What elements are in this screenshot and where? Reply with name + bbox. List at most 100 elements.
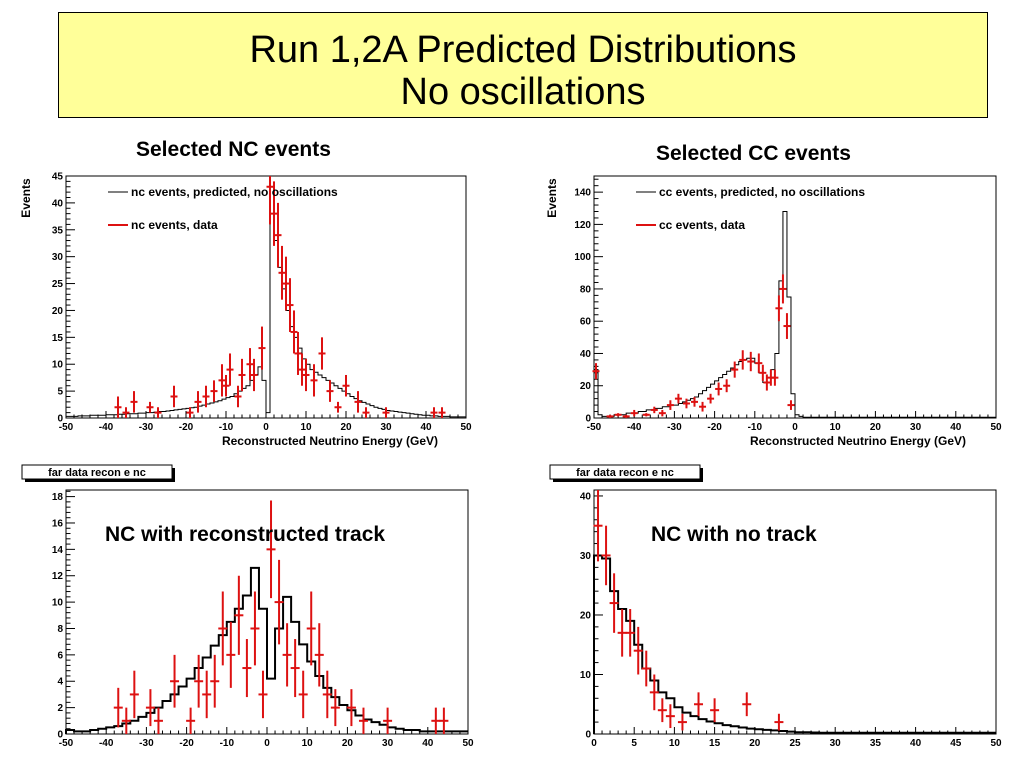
nc_track-xtick-label: 50	[462, 738, 474, 749]
nc-panel-title: Selected NC events	[136, 138, 331, 161]
cc-ylabel: Events	[545, 178, 559, 218]
nc_track-ytick-label: 4	[57, 677, 63, 688]
cc-xtick-label: -40	[627, 422, 642, 433]
nc-ytick-label: 15	[52, 333, 64, 344]
nc_track-ytick-label: 18	[52, 492, 64, 503]
nc_track-xtick-label: 10	[302, 738, 314, 749]
cc-legend-label: cc events, predicted, no oscillations	[659, 185, 865, 199]
nc-ytick-label: 30	[52, 252, 64, 263]
cc-ytick-label: 40	[580, 349, 592, 360]
nc_notrack-ytick-label: 10	[580, 670, 592, 681]
cc-xtick-label: -10	[748, 422, 763, 433]
nc-ytick-label: 20	[52, 306, 64, 317]
nc_track-prediction-histogram	[65, 566, 468, 734]
cc-xtick-label: 50	[990, 422, 1002, 433]
slide-title-line2: No oscillations	[400, 71, 646, 113]
nc_track-ytick-label: 10	[52, 598, 64, 609]
nc_track-xtick-label: -10	[220, 738, 235, 749]
nc-xtick-label: -50	[59, 422, 74, 433]
nc_notrack-plot: 0 5 10 15 20 25 30 35 40 45 50 0 10 20 30 40 far data re…	[549, 464, 1002, 749]
nc-ytick-label: 5	[57, 387, 63, 398]
cc-ytick-label: 80	[580, 284, 592, 295]
cc-xtick-label: 20	[870, 422, 882, 433]
nc-ytick-label: 35	[52, 225, 64, 236]
cc-xtick-label: 40	[950, 422, 962, 433]
nc-xtick-label: -40	[99, 422, 114, 433]
cc-xtick-label: -20	[707, 422, 722, 433]
cc-xtick-label: -50	[587, 422, 602, 433]
nc_track-plot: -50 -40 -30 -20 -10 0 10 20 30 40 50 0 2 4 6 8 10 12 14 16 1…	[21, 464, 474, 749]
cc-panel-title: Selected CC events	[656, 142, 851, 165]
nc_track-ytick-label: 2	[57, 703, 63, 714]
nc-xtick-label: 20	[340, 422, 352, 433]
cc-ytick-label: 100	[574, 252, 591, 263]
nc_notrack-tag-box	[549, 464, 701, 480]
nc-plot: -50 -40 -30 -20 -10 0 10 20 30 40 50 0 5 10 15 20 25 30 35…	[19, 172, 472, 449]
nc_track-xtick-label: 20	[342, 738, 354, 749]
nc-ytick-label: 25	[52, 279, 64, 290]
nc_notrack-xtick-label: 5	[631, 738, 637, 749]
nc_notrack-panel-title: NC with no track	[651, 523, 817, 546]
cc-ytick-label: 20	[580, 381, 592, 392]
nc-xtick-label: 30	[380, 422, 392, 433]
nc_notrack-xtick-label: 0	[591, 738, 597, 749]
nc_notrack-ytick-label: 40	[580, 491, 592, 502]
nc-ytick-label: 0	[57, 414, 63, 425]
nc-ytick-label: 40	[52, 198, 64, 209]
nc-legend-label: nc events, data	[131, 218, 218, 232]
title-banner: Run 1,2A Predicted Distributions No osci…	[58, 12, 988, 118]
cc-xtick-label: 10	[830, 422, 842, 433]
nc_track-panel-title: NC with reconstructed track	[105, 523, 385, 546]
cc-xlabel: Reconstructed Neutrino Energy (GeV)	[750, 434, 966, 448]
nc_track-xtick-label: -50	[59, 738, 74, 749]
nc_track-xtick-label: -40	[99, 738, 114, 749]
nc-xtick-label: 0	[263, 422, 269, 433]
nc_track-xtick-label: -30	[139, 738, 154, 749]
nc_notrack-xtick-label: 45	[950, 738, 962, 749]
nc_track-ytick-label: 6	[57, 650, 63, 661]
cc-xtick-label: 0	[792, 422, 798, 433]
nc_track-ytick-label: 12	[52, 571, 64, 582]
nc_notrack-xtick-label: 25	[789, 738, 801, 749]
nc-xtick-label: -10	[219, 422, 234, 433]
cc-legend-label: cc events, data	[659, 218, 745, 232]
nc_notrack-xtick-label: 30	[830, 738, 842, 749]
nc_track-xtick-label: 0	[264, 738, 270, 749]
nc-xtick-label: -20	[179, 422, 194, 433]
nc-xtick-label: 40	[420, 422, 432, 433]
nc_track-tag-label: far data recon e nc	[48, 467, 146, 479]
nc_notrack-xtick-label: 15	[709, 738, 721, 749]
nc_notrack-xtick-label: 20	[749, 738, 761, 749]
cc-ytick-label: 60	[580, 317, 592, 328]
nc_track-ytick-label: 8	[57, 624, 63, 635]
nc-xtick-label: 10	[300, 422, 312, 433]
cc-xtick-label: -30	[667, 422, 682, 433]
nc-frame	[65, 175, 467, 419]
nc_notrack-xtick-label: 10	[669, 738, 681, 749]
nc-xtick-label: 50	[460, 422, 472, 433]
nc_notrack-xtick-label: 50	[990, 738, 1002, 749]
nc_track-xtick-label: -20	[179, 738, 194, 749]
nc-ytick-label: 45	[52, 172, 64, 183]
cc-ytick-label: 0	[585, 414, 591, 425]
nc-ylabel: Events	[19, 178, 33, 218]
nc_notrack-ytick-label: 20	[580, 610, 592, 621]
cc-xtick-label: 30	[910, 422, 922, 433]
nc_track-ytick-label: 16	[52, 518, 64, 529]
nc_notrack-ytick-label: 30	[580, 551, 592, 562]
nc-xtick-label: -30	[139, 422, 154, 433]
nc_track-xtick-label: 30	[382, 738, 394, 749]
nc-ytick-label: 10	[52, 360, 64, 371]
slide-title-line1: Run 1,2A Predicted Distributions	[249, 29, 797, 71]
nc_track-tag-box	[21, 464, 173, 480]
cc-frame	[593, 175, 997, 419]
nc_notrack-xtick-label: 35	[870, 738, 882, 749]
nc_notrack-ytick-label: 0	[585, 730, 591, 741]
nc-xlabel: Reconstructed Neutrino Energy (GeV)	[222, 434, 438, 448]
nc-legend-label: nc events, predicted, no oscillations	[131, 185, 338, 199]
nc_track-xtick-label: 40	[422, 738, 434, 749]
nc_notrack-xtick-label: 40	[910, 738, 922, 749]
cc-ytick-label: 140	[574, 188, 591, 199]
cc-plot: -50 -40 -30 -20 -10 0 10 20 30 40 50 0 20 40 60 80 100 12…	[545, 175, 1002, 448]
